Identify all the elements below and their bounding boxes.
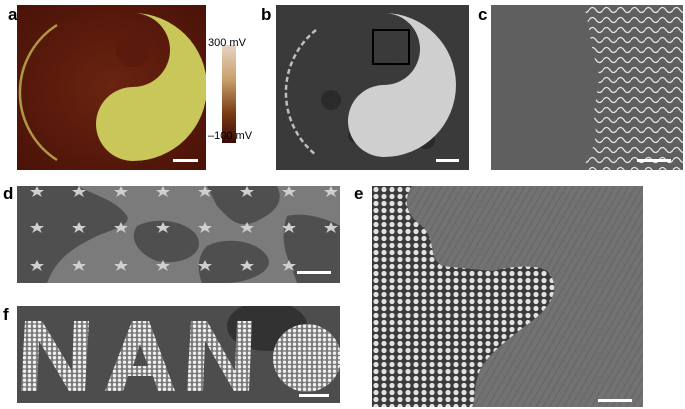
- scale-bar-b: [436, 159, 459, 162]
- scale-bar-f: [299, 394, 329, 397]
- colorbar-top-label: 300 mV: [208, 37, 246, 49]
- fingerprint-boundary: [491, 5, 683, 170]
- panel-label-d: d: [3, 184, 14, 203]
- panel-label-c: c: [478, 5, 488, 24]
- panel-label-e: e: [354, 184, 364, 203]
- colorbar: [222, 45, 236, 143]
- panel-c-image: [491, 5, 683, 170]
- scale-bar-c: [637, 159, 671, 162]
- yin-yang-sem: [276, 5, 469, 170]
- star-array: [17, 186, 340, 283]
- panel-a-image: [17, 5, 206, 170]
- panel-f-image: [17, 306, 340, 403]
- scale-bar-d: [297, 271, 331, 274]
- yin-yang-kpfm: [17, 5, 206, 170]
- panel-d-image: [17, 186, 340, 283]
- colorbar-bottom-label: –100 mV: [208, 130, 253, 142]
- panel-label-b: b: [261, 5, 272, 24]
- scale-bar-e: [598, 399, 632, 402]
- star-marks: [30, 186, 338, 271]
- panel-b-image: [276, 5, 469, 170]
- panel-label-a: a: [8, 5, 18, 24]
- nano-letters: [17, 306, 340, 403]
- panel-e-image: [372, 186, 643, 407]
- panel-label-f: f: [3, 305, 9, 324]
- scale-bar-a: [173, 159, 198, 162]
- hex-dot-boundary: [372, 186, 643, 407]
